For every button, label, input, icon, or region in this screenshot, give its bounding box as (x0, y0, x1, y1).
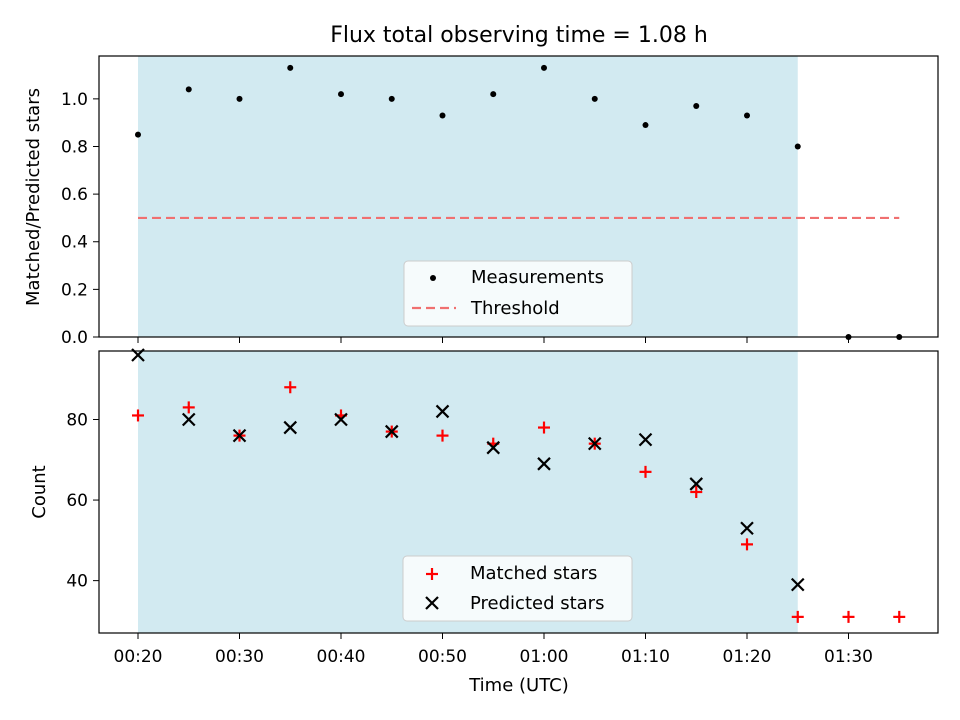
matched-star-marker (538, 421, 550, 434)
measurement-point (388, 95, 395, 102)
predicted-star-marker (790, 577, 805, 592)
predicted-marker-b (435, 404, 450, 419)
predicted-star-marker (232, 428, 247, 443)
legend-predicted-marker (425, 596, 439, 610)
x-tick-label: 01:20 (723, 647, 772, 667)
top-legend: Measurements Threshold (403, 260, 633, 327)
top-panel: Flux total observing time = 1.08 h Match… (23, 23, 939, 348)
predicted-star-marker (537, 457, 551, 471)
x-tick-label: 00:50 (418, 647, 467, 667)
legend-measurements-label: Measurements (471, 267, 604, 288)
top-y-axis-label: Matched/Predicted stars (23, 88, 44, 306)
predicted-star-marker (283, 420, 298, 435)
matched-star-marker (893, 610, 906, 623)
predicted-star-marker (740, 521, 754, 536)
bottom-y-tick-label: 40 (66, 572, 88, 592)
predicted-star-marker (689, 477, 704, 491)
x-axis-label: Time (UTC) (468, 675, 569, 696)
legend-matched-label: Matched stars (470, 563, 597, 584)
matched-star-marker (436, 429, 449, 442)
predicted-star-marker (435, 404, 450, 419)
bottom-y-ticks: 40 60 80 (66, 410, 99, 592)
bottom-x-ticks: 00:20 00:30 00:40 00:50 01:00 01:10 01:20 01:30 (114, 633, 873, 667)
measurement-point (439, 112, 446, 119)
matched-star-marker (741, 538, 753, 551)
measurement-point (287, 64, 294, 71)
bottom-y-tick-label: 80 (66, 410, 88, 430)
measurement-point (135, 131, 141, 138)
predicted-star-marker (384, 424, 399, 439)
predicted-marker-b (334, 412, 348, 427)
top-y-tick-label: 0.0 (61, 328, 88, 348)
legend-matched-marker (426, 568, 438, 580)
bottom-y-axis-label: Count (29, 465, 50, 518)
predicted-marker-b (790, 577, 805, 592)
predicted-marker-b (537, 457, 551, 471)
bottom-plot-marks (131, 348, 906, 623)
bottom-legend-box (402, 555, 633, 622)
x-tick-label: 00:20 (114, 647, 163, 667)
predicted-marker-b (486, 440, 501, 455)
measurement-point (642, 122, 649, 129)
predicted-star-marker (334, 412, 348, 427)
predicted-marker-b (587, 436, 602, 451)
predicted-star-marker (587, 436, 602, 451)
measurement-point (591, 95, 598, 102)
top-y-tick-label: 0.6 (61, 185, 88, 205)
measurement-point (185, 86, 192, 93)
x-tick-label: 00:40 (317, 647, 366, 667)
chart-title: Flux total observing time = 1.08 h (330, 23, 708, 48)
matched-star-marker (182, 401, 195, 414)
x-tick-label: 00:30 (215, 647, 264, 667)
measurement-point (744, 112, 750, 119)
predicted-marker-b (740, 521, 754, 536)
x-tick-label: 01:10 (621, 647, 670, 667)
top-y-ticks: 0.0 0.2 0.4 0.6 0.8 1.0 (61, 90, 99, 348)
predicted-marker-b (181, 412, 196, 427)
predicted-star-marker (486, 440, 501, 455)
predicted-star-marker (638, 432, 653, 447)
x-tick-label: 01:00 (520, 647, 569, 667)
top-legend-box (403, 260, 633, 327)
measurement-point (338, 91, 344, 98)
matched-star-marker (284, 381, 297, 394)
top-y-tick-label: 0.8 (61, 137, 88, 157)
bottom-y-tick-label: 60 (66, 491, 88, 511)
predicted-marker-b (638, 432, 653, 447)
predicted-marker-b (384, 424, 399, 439)
bottom-legend: Matched stars Predicted stars (402, 555, 633, 622)
bottom-axes-frame (98, 350, 939, 634)
legend-threshold-label: Threshold (470, 298, 560, 319)
top-y-tick-label: 0.4 (61, 233, 88, 253)
legend-measurements-marker (430, 275, 436, 281)
measurement-point (794, 143, 801, 150)
predicted-star-marker (181, 412, 196, 427)
top-x-ticks (137, 337, 849, 343)
matched-star-marker (690, 486, 703, 498)
matched-star-marker (842, 610, 855, 623)
measurement-point (541, 64, 547, 71)
x-tick-label: 01:30 (824, 647, 873, 667)
top-plot-marks (135, 64, 903, 340)
matched-star-marker (639, 465, 652, 478)
predicted-marker-b (689, 477, 704, 491)
top-axes-frame (98, 55, 939, 338)
legend-predicted-label: Predicted stars (470, 593, 604, 614)
predicted-marker-b (283, 420, 298, 435)
matched-star-marker (132, 409, 144, 422)
measurement-point (236, 95, 243, 102)
top-y-tick-label: 1.0 (61, 90, 88, 110)
measurement-point (693, 103, 700, 110)
matched-star-marker (791, 610, 804, 623)
top-y-tick-label: 0.2 (61, 280, 88, 300)
measurement-point (490, 91, 497, 98)
predicted-marker-b (232, 428, 247, 443)
